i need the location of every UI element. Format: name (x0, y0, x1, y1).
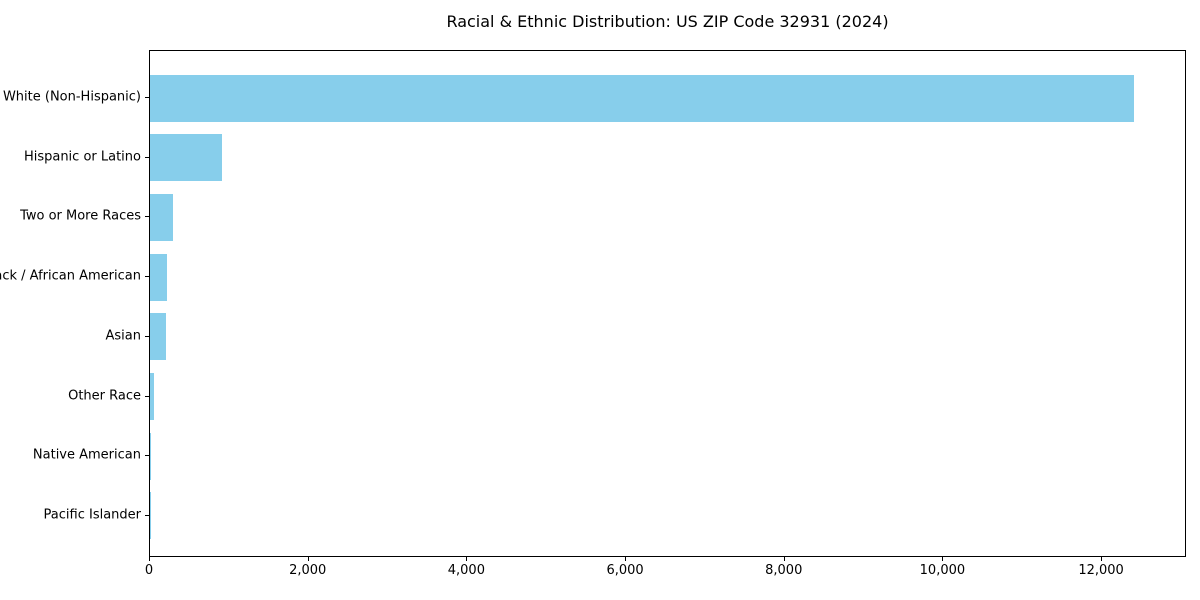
x-axis-tick (307, 557, 309, 561)
x-tick-label: 6,000 (606, 563, 644, 578)
y-axis-tick (145, 455, 149, 457)
x-axis-tick (149, 557, 150, 561)
y-axis-tick (145, 335, 149, 337)
y-axis-tick (145, 514, 149, 516)
y-tick-label: Other Race (68, 388, 141, 403)
x-axis-tick (783, 557, 785, 561)
x-tick-label: 2,000 (289, 563, 327, 578)
y-axis-tick (145, 156, 149, 158)
x-tick-label: 12,000 (1078, 563, 1124, 578)
bar-white-non-hispanic (150, 74, 1135, 122)
y-axis-tick (145, 97, 149, 98)
y-tick-label: Black / African American (0, 268, 141, 284)
y-tick-label: Native American (32, 447, 141, 463)
x-tick-label: 10,000 (919, 563, 966, 578)
bar-hispanic-or-latino (150, 134, 223, 182)
bar-other-race (150, 373, 154, 420)
y-tick-label: Hispanic or Latino (23, 149, 141, 165)
bar-black-african-american (150, 253, 168, 301)
y-axis-tick (145, 276, 149, 278)
bar-asian (150, 313, 167, 361)
y-tick-label: White (Non-Hispanic) (2, 89, 141, 105)
x-axis-tick (466, 557, 468, 561)
x-axis-tick (1101, 557, 1103, 561)
x-tick-label: 0 (144, 563, 154, 578)
x-axis-tick (942, 557, 944, 561)
x-tick-label: 8,000 (765, 563, 803, 578)
y-tick-label: Pacific Islander (43, 507, 141, 523)
x-tick-label: 4,000 (447, 563, 485, 578)
chart-title: Racial & Ethnic Distribution: US ZIP Cod… (446, 12, 889, 31)
y-tick-label: Two or More Races (20, 208, 141, 224)
y-axis-tick (145, 395, 149, 397)
y-tick-label: Asian (105, 328, 141, 344)
bar-two-or-more-races (150, 193, 173, 241)
bar-native-american (150, 432, 152, 480)
x-axis-tick (625, 557, 627, 561)
y-axis-tick (145, 216, 149, 218)
plot-area (149, 50, 1186, 557)
